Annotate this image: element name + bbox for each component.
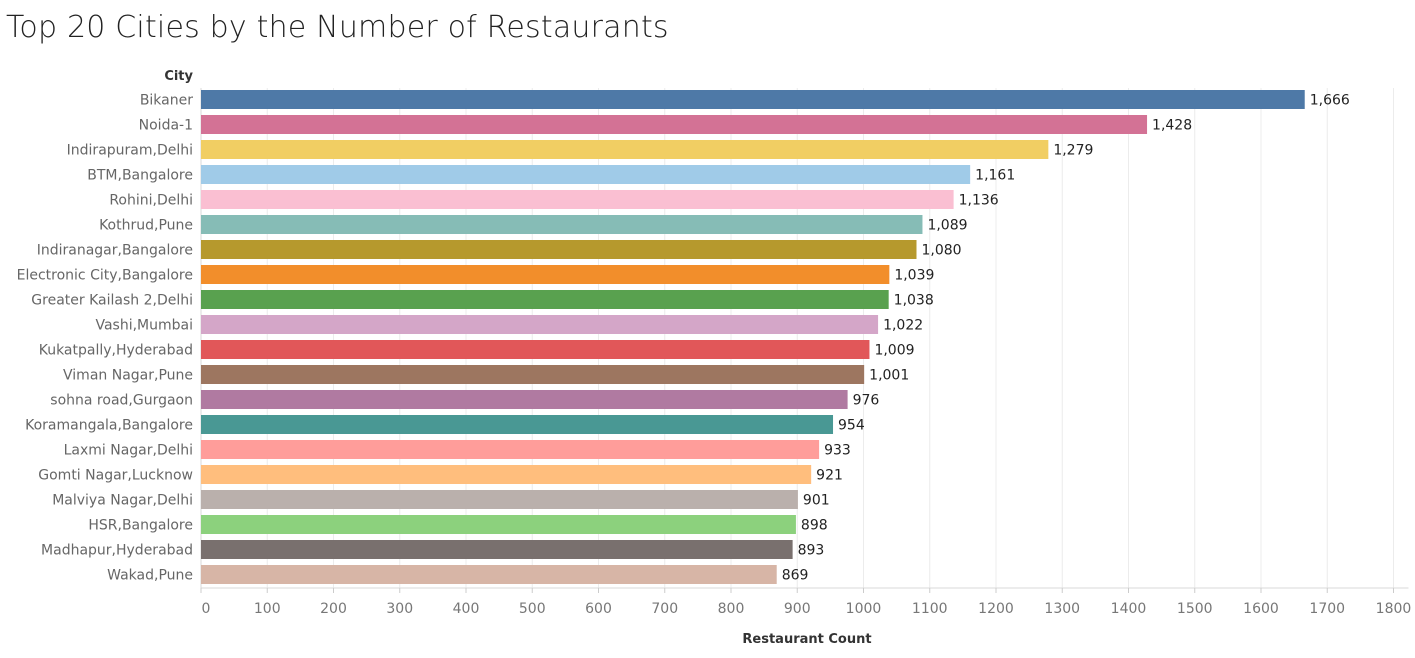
x-tick-label: 500	[519, 601, 546, 617]
value-label: 1,009	[874, 343, 914, 359]
x-tick-label: 1700	[1309, 601, 1345, 617]
value-label: 1,080	[922, 243, 962, 259]
bar[interactable]	[201, 540, 793, 559]
value-label: 1,161	[975, 168, 1015, 184]
bar[interactable]	[201, 165, 971, 184]
x-tick-label: 1300	[1044, 601, 1080, 617]
x-axis-ticks: 0 100 200 300 400 500 600 700 800 900 1000 1100 1200…	[200, 588, 1412, 617]
bar[interactable]	[201, 440, 820, 459]
value-label: 1,039	[894, 268, 934, 284]
value-label: 893	[798, 543, 825, 559]
bar[interactable]	[201, 415, 834, 434]
category-labels: Bikaner Noida-1 Indirapuram,Delhi BTM,Banga…	[17, 93, 194, 584]
grid-lines	[200, 88, 1409, 589]
bar[interactable]	[201, 115, 1148, 134]
category-label: Viman Nagar,Pune	[63, 368, 193, 384]
value-label: 898	[801, 518, 828, 534]
bar[interactable]	[201, 190, 954, 209]
value-label: 933	[824, 443, 851, 459]
x-tick-label: 1600	[1243, 601, 1279, 617]
y-axis-header: City	[164, 69, 193, 84]
value-label: 1,089	[927, 218, 967, 234]
category-label: Koramangala,Bangalore	[25, 418, 193, 434]
category-label: Rohini,Delhi	[109, 193, 193, 209]
bar[interactable]	[201, 290, 889, 309]
value-label: 901	[803, 493, 830, 509]
bar[interactable]	[201, 390, 848, 409]
bar[interactable]	[201, 315, 879, 334]
x-tick-label: 1100	[912, 601, 948, 617]
value-label: 1,001	[869, 368, 909, 384]
category-label: BTM,Bangalore	[87, 168, 193, 184]
x-tick-label: 1200	[978, 601, 1014, 617]
bar[interactable]	[201, 90, 1305, 109]
value-label: 1,038	[894, 293, 934, 309]
bar[interactable]	[201, 240, 917, 259]
value-label: 1,279	[1053, 143, 1093, 159]
x-tick-label: 0	[202, 601, 211, 617]
category-label: Electronic City,Bangalore	[17, 268, 193, 284]
category-label: Vashi,Mumbai	[95, 318, 193, 334]
category-label: Noida-1	[139, 118, 193, 134]
category-label: Greater Kailash 2,Delhi	[31, 293, 193, 309]
category-label: Indiranagar,Bangalore	[37, 243, 193, 259]
bar[interactable]	[201, 515, 796, 534]
value-label: 869	[782, 568, 809, 584]
category-label: Kukatpally,Hyderabad	[39, 343, 193, 359]
x-tick-label: 1800	[1376, 601, 1412, 617]
category-label: Malviya Nagar,Delhi	[52, 493, 193, 509]
category-label: Laxmi Nagar,Delhi	[64, 443, 193, 459]
bar[interactable]	[201, 265, 890, 284]
category-label: HSR,Bangalore	[88, 518, 193, 534]
value-label: 976	[853, 393, 880, 409]
category-label: sohna road,Gurgaon	[50, 393, 193, 409]
bar[interactable]	[201, 565, 777, 584]
value-label: 1,428	[1152, 118, 1192, 134]
x-tick-label: 100	[254, 601, 281, 617]
bar[interactable]	[201, 340, 870, 359]
value-labels: 1,666 1,428 1,279 1,161 1,136 1,089 1,080 1,039…	[782, 93, 1350, 584]
category-label: Madhapur,Hyderabad	[41, 543, 193, 559]
x-tick-label: 800	[718, 601, 745, 617]
bars	[201, 90, 1305, 584]
category-label: Bikaner	[140, 93, 193, 109]
category-label: Gomti Nagar,Lucknow	[38, 468, 193, 484]
x-tick-label: 700	[651, 601, 678, 617]
bar[interactable]	[201, 365, 865, 384]
chart-title: Top 20 Cities by the Number of Restauran…	[6, 10, 669, 45]
x-tick-label: 1500	[1177, 601, 1213, 617]
x-tick-label: 900	[784, 601, 811, 617]
value-label: 1,022	[883, 318, 923, 334]
category-label: Kothrud,Pune	[99, 218, 193, 234]
x-tick-label: 300	[386, 601, 413, 617]
x-axis-title: Restaurant Count	[742, 632, 871, 647]
value-label: 1,666	[1310, 93, 1350, 109]
bar[interactable]	[201, 140, 1049, 159]
x-tick-label: 1400	[1111, 601, 1147, 617]
value-label: 954	[838, 418, 865, 434]
bar[interactable]	[201, 490, 798, 509]
x-tick-label: 200	[320, 601, 347, 617]
value-label: 921	[816, 468, 843, 484]
x-tick-label: 1000	[846, 601, 882, 617]
category-label: Wakad,Pune	[107, 568, 193, 584]
bar[interactable]	[201, 215, 923, 234]
category-label: Indirapuram,Delhi	[67, 143, 193, 159]
bar[interactable]	[201, 465, 812, 484]
x-tick-label: 600	[585, 601, 612, 617]
x-tick-label: 400	[453, 601, 480, 617]
value-label: 1,136	[959, 193, 999, 209]
